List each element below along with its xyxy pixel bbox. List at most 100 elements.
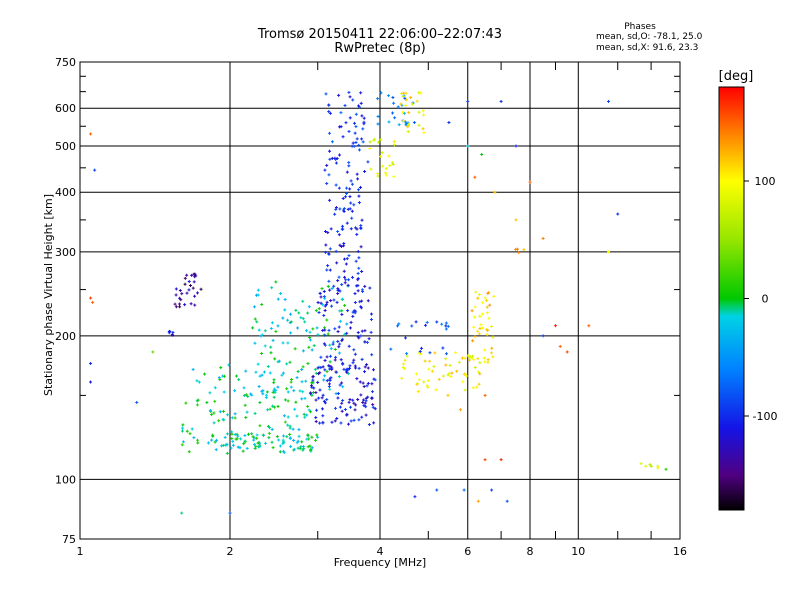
data-point	[286, 387, 288, 391]
data-point	[266, 390, 268, 394]
data-point	[360, 224, 362, 228]
data-point	[348, 161, 350, 165]
data-point	[388, 154, 390, 158]
data-point	[279, 444, 281, 448]
data-point	[398, 123, 400, 127]
data-point	[358, 104, 360, 108]
data-point	[327, 231, 329, 235]
data-point	[209, 408, 211, 412]
data-point	[356, 137, 358, 141]
data-point	[481, 152, 483, 156]
data-point	[335, 392, 337, 396]
data-point	[269, 371, 271, 375]
data-point	[214, 386, 216, 390]
data-point	[198, 380, 200, 384]
data-point	[414, 495, 416, 499]
data-point	[304, 396, 306, 400]
data-point	[434, 351, 436, 355]
data-point	[364, 340, 366, 344]
data-point	[419, 349, 421, 353]
data-point	[278, 359, 280, 363]
data-point	[516, 247, 518, 251]
data-point	[299, 389, 301, 393]
data-point	[301, 368, 303, 372]
data-point	[277, 324, 279, 328]
data-point	[366, 363, 368, 367]
data-point	[370, 330, 372, 334]
data-point	[297, 446, 299, 450]
data-point	[289, 426, 291, 430]
data-point	[301, 380, 303, 384]
data-point	[324, 168, 326, 172]
data-point	[330, 347, 332, 351]
data-point	[334, 212, 336, 216]
data-point	[223, 409, 225, 413]
data-point	[311, 384, 313, 388]
y-axis-ticks: 75 100 200 300 400 500 600 750	[55, 56, 680, 546]
data-point	[322, 303, 324, 307]
data-point	[370, 318, 372, 322]
data-point	[182, 440, 184, 444]
data-point	[360, 226, 362, 230]
data-point	[364, 284, 366, 288]
data-point	[336, 300, 338, 304]
data-point	[477, 329, 479, 333]
data-point	[431, 369, 433, 373]
data-point	[335, 206, 337, 210]
data-point	[650, 464, 652, 468]
data-point	[407, 125, 409, 129]
data-point	[357, 177, 359, 181]
data-point	[300, 445, 302, 449]
data-point	[417, 390, 419, 394]
data-point	[181, 511, 183, 515]
data-point	[352, 398, 354, 402]
data-point	[274, 357, 276, 361]
data-point	[221, 444, 223, 448]
data-point	[254, 446, 256, 450]
data-point	[357, 398, 359, 402]
data-point	[339, 153, 341, 157]
data-point	[341, 381, 343, 385]
data-point	[237, 445, 239, 449]
data-point	[402, 365, 404, 369]
data-point	[302, 365, 304, 369]
data-point	[338, 345, 340, 349]
data-point	[287, 318, 289, 322]
data-point	[289, 436, 291, 440]
data-point	[478, 332, 480, 336]
data-point	[247, 394, 249, 398]
data-point	[354, 364, 356, 368]
data-point	[370, 312, 372, 316]
data-point	[357, 284, 359, 288]
data-point	[181, 292, 183, 296]
data-point	[231, 432, 233, 436]
data-point	[342, 224, 344, 228]
data-point	[484, 348, 486, 352]
data-point	[258, 328, 260, 332]
data-point	[238, 378, 240, 382]
data-point	[326, 379, 328, 383]
data-point	[370, 167, 372, 171]
data-point	[348, 278, 350, 282]
data-point	[327, 284, 329, 288]
data-point	[94, 168, 96, 172]
data-point	[244, 434, 246, 438]
data-point	[345, 192, 347, 196]
data-point	[218, 419, 220, 423]
data-point	[337, 339, 339, 343]
data-point	[491, 488, 493, 492]
data-point	[190, 284, 192, 288]
data-point	[212, 434, 214, 438]
data-point	[523, 248, 525, 252]
data-point	[265, 393, 267, 397]
data-point	[181, 429, 183, 433]
data-point	[348, 422, 350, 426]
data-point	[362, 401, 364, 405]
data-point	[253, 438, 255, 442]
data-point	[349, 326, 351, 330]
data-point	[398, 322, 400, 326]
data-point	[305, 329, 307, 333]
data-point	[342, 135, 344, 139]
data-point	[388, 120, 390, 124]
data-point	[347, 207, 349, 211]
